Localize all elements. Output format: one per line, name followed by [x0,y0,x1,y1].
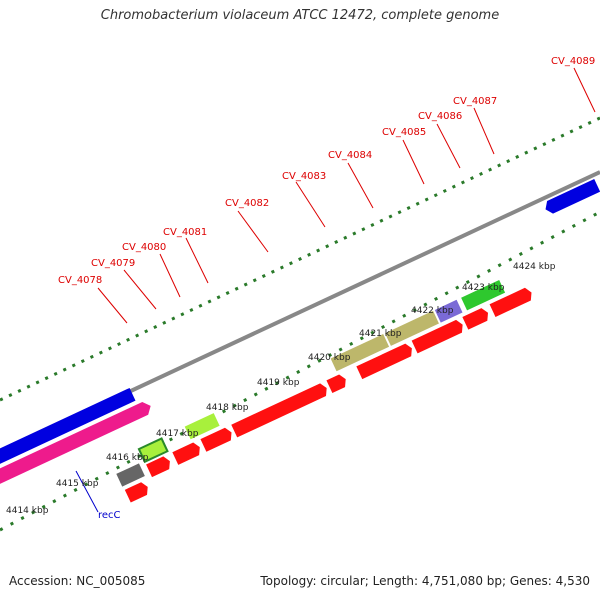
cds-red-1 [124,482,148,503]
scale-label-4421: 4421 kbp [359,329,402,339]
recC-leader [75,470,99,513]
scale-label-4416: 4416 kbp [106,453,149,463]
cds-red-10 [489,287,532,317]
scale-label-4417: 4417 kbp [156,429,199,439]
scale-label-4415: 4415 kbp [56,479,99,489]
label-cv4089: CV_4089 [551,56,595,67]
cds-red-2 [146,456,170,478]
cds-red-9 [462,308,488,330]
cds-red-6 [326,374,346,394]
label-cv4081: CV_4081 [163,227,207,238]
scale-label-4422: 4422 kbp [411,306,454,316]
label-cv4085: CV_4085 [382,127,426,138]
summary-text: Topology: circular; Length: 4,751,080 bp… [260,574,590,588]
cds-red-3 [172,442,200,465]
scale-labels: 4414 kbp 4415 kbp 4416 kbp 4417 kbp 4418… [6,262,556,516]
cds-purple [434,299,463,323]
label-cv4084: CV_4084 [328,150,372,161]
outer-tick-track [0,116,600,402]
cds-green-large [461,279,506,311]
label-cv4083: CV_4083 [282,171,326,182]
label-cv4079: CV_4079 [91,258,135,269]
cds-gray [116,463,145,487]
cds-row-upper [116,279,506,487]
gene-labels: CV_4078 CV_4079 CV_4080 CV_4081 CV_4082 … [58,56,595,286]
cds-khaki-2 [384,310,439,346]
cds-red-7 [356,343,412,380]
accession-text: Accession: NC_005085 [9,574,146,588]
cds-magenta-large [0,402,151,496]
cds-khaki-1 [330,334,390,372]
cds-red-5 [231,383,327,438]
label-cv4080: CV_4080 [122,242,166,253]
label-leaders [97,67,596,324]
scale-label-4424: 4424 kbp [513,262,556,272]
cds-lime [184,413,220,440]
cds-row-lower [124,287,532,503]
cds-green-small [137,437,169,464]
map-title: Chromobacterium violaceum ATCC 12472, co… [100,8,500,23]
label-cv4078: CV_4078 [58,275,102,286]
scale-label-4418: 4418 kbp [206,403,249,413]
cds-red-8 [411,319,463,354]
scale-label-4420: 4420 kbp [308,353,351,363]
label-cv4087: CV_4087 [453,96,497,107]
cds-red-4 [200,427,232,452]
inner-tick-track [0,210,600,532]
label-recC: recC [98,510,121,521]
scale-label-4419: 4419 kbp [257,378,300,388]
scale-label-4414: 4414 kbp [6,506,49,516]
label-cv4086: CV_4086 [418,111,462,122]
cds-blue-large [0,387,136,476]
label-cv4082: CV_4082 [225,198,269,209]
scale-label-4423: 4423 kbp [462,283,505,293]
cds-blue-right [545,178,600,214]
